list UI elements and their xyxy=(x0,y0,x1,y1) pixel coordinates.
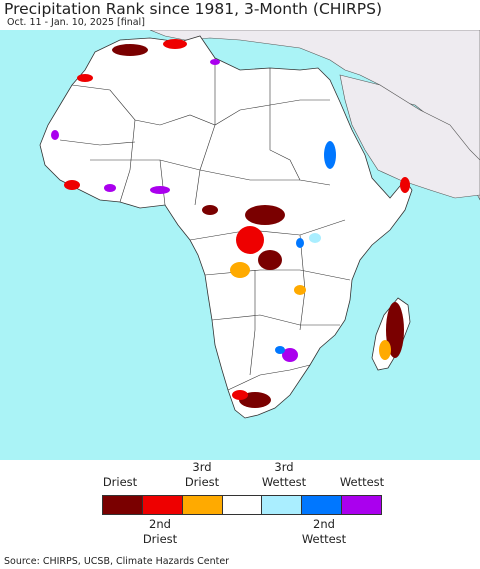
legend-swatch-2nd-wettest xyxy=(302,496,343,514)
legend-swatch-driest xyxy=(103,496,143,514)
legend-swatch-2nd-driest xyxy=(142,496,183,514)
source-credit: Source: CHIRPS, UCSB, Climate Hazards Ce… xyxy=(4,556,230,567)
legend-label-driest: Driest xyxy=(102,475,138,489)
map-title: Precipitation Rank since 1981, 3-Month (… xyxy=(4,0,383,18)
legend-label-3rd-wettest: 3rd Wettest xyxy=(261,460,307,489)
legend-color-bar xyxy=(102,495,382,515)
precipitation-map xyxy=(0,30,480,460)
map-canvas xyxy=(0,30,480,460)
legend-label-2nd-wettest: 2nd Wettest xyxy=(301,517,347,546)
country-borders xyxy=(59,58,351,391)
dry-anomalies xyxy=(64,39,410,408)
legend-label-3rd-driest: 3rd Driest xyxy=(184,460,220,489)
legend-swatch-3rd-driest xyxy=(182,496,223,514)
legend: Driest 3rd Driest 3rd Wettest Wettest 2nd D… xyxy=(0,460,480,552)
map-subtitle: Oct. 11 - Jan. 10, 2025 [final] xyxy=(7,17,145,28)
africa-land xyxy=(39,35,413,419)
legend-swatch-3rd-wettest xyxy=(262,496,303,514)
legend-swatch-normal xyxy=(222,496,263,514)
wet-anomalies xyxy=(51,59,336,362)
legend-label-wettest: Wettest xyxy=(339,475,385,489)
arabia xyxy=(339,74,480,199)
legend-label-2nd-driest: 2nd Driest xyxy=(142,517,178,546)
legend-swatch-wettest xyxy=(342,496,382,514)
